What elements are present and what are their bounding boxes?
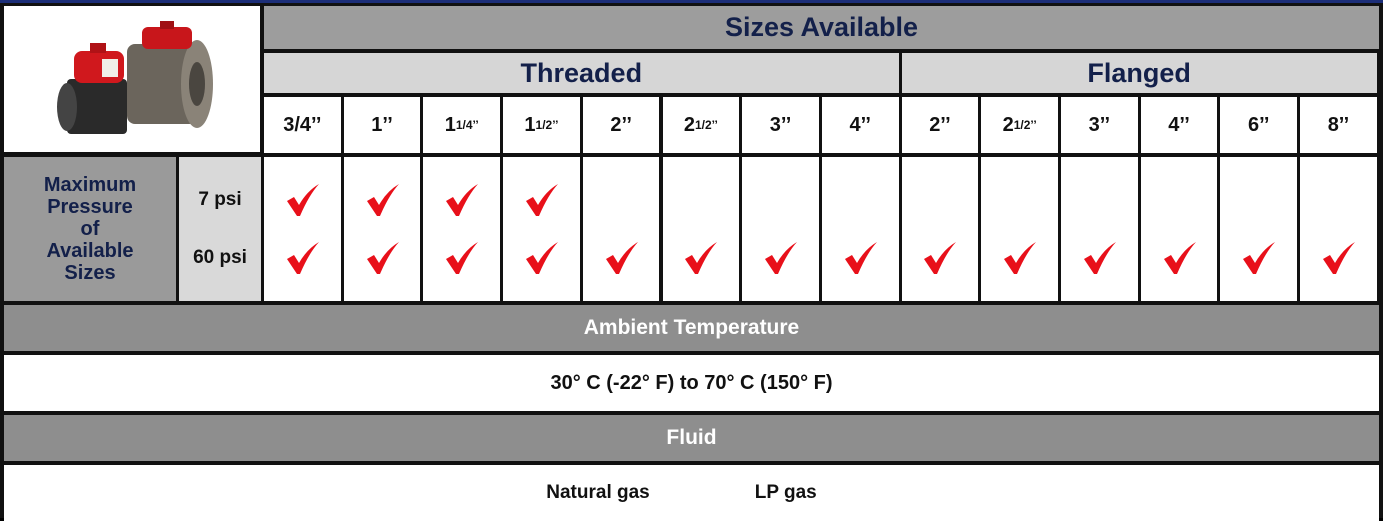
fluid-values: Natural gas LP gas [4, 465, 1379, 521]
size-base: 2 [684, 114, 695, 137]
size-base: 1’’ [371, 114, 393, 137]
check-cell [1300, 157, 1377, 301]
pressure-label-line: Maximum [44, 174, 136, 196]
check-mark [285, 241, 321, 275]
size-label: 8’’ [1300, 97, 1377, 153]
size-base: 2’’ [929, 114, 951, 137]
check-cell [742, 157, 819, 301]
size-label: 4’’ [1141, 97, 1218, 153]
size-label: 3’’ [1061, 97, 1138, 153]
fluid-header: Fluid [4, 415, 1379, 461]
size-label: 3’’ [742, 97, 819, 153]
pressure-label-line: of [81, 218, 100, 240]
group-header: Threaded [264, 53, 899, 93]
size-base: 3’’ [770, 114, 792, 137]
check-cell [344, 157, 421, 301]
size-fraction: 1/4’’ [456, 118, 479, 132]
check-cell [1141, 157, 1218, 301]
title-header: Sizes Available [264, 6, 1379, 49]
product-image [32, 9, 232, 149]
psi-label: 7 psi [179, 180, 261, 220]
check-cell [981, 157, 1058, 301]
check-mark [763, 241, 799, 275]
check-mark [1002, 241, 1038, 275]
size-base: 4’’ [849, 114, 871, 137]
size-base: 1 [445, 114, 456, 137]
check-mark [1162, 241, 1198, 275]
check-cell [663, 157, 740, 301]
check-mark [444, 183, 480, 217]
size-label: 4’’ [822, 97, 899, 153]
size-label: 2’’ [902, 97, 979, 153]
size-base: 2’’ [610, 114, 632, 137]
check-cell [583, 157, 660, 301]
size-base: 1 [524, 114, 535, 137]
check-mark [1321, 241, 1357, 275]
size-base: 4’’ [1168, 114, 1190, 137]
pressure-label-line: Pressure [47, 196, 133, 218]
size-label: 3/4’’ [264, 97, 341, 153]
size-fraction: 1/2’’ [536, 118, 559, 132]
check-mark [922, 241, 958, 275]
check-mark [683, 241, 719, 275]
check-mark [1082, 241, 1118, 275]
spec-table: Sizes AvailableThreadedFlanged3/4’’1’’11… [0, 0, 1383, 518]
size-label: 2’’ [583, 97, 660, 153]
size-fraction: 1/2’’ [1014, 118, 1037, 132]
size-fraction: 1/2’’ [695, 118, 718, 132]
check-mark [365, 241, 401, 275]
check-cell [503, 157, 580, 301]
size-base: 3/4’’ [283, 114, 321, 137]
pressure-label-line: Available [46, 240, 133, 262]
fluid-value: LP gas [755, 482, 817, 504]
check-cell [423, 157, 500, 301]
check-mark [843, 241, 879, 275]
size-base: 2 [1003, 114, 1014, 137]
fluid-value: Natural gas [546, 482, 649, 504]
check-mark [524, 183, 560, 217]
check-mark [285, 183, 321, 217]
check-mark [1241, 241, 1277, 275]
ambient-value: 30° C (-22° F) to 70° C (150° F) [4, 355, 1379, 411]
check-cell [1061, 157, 1138, 301]
check-cell [822, 157, 899, 301]
size-base: 6’’ [1248, 114, 1270, 137]
size-label: 1’’ [344, 97, 421, 153]
check-mark [524, 241, 560, 275]
size-base: 3’’ [1089, 114, 1111, 137]
check-mark [365, 183, 401, 217]
size-base: 8’’ [1328, 114, 1350, 137]
check-cell [902, 157, 979, 301]
check-mark [444, 241, 480, 275]
psi-label: 60 psi [179, 238, 261, 278]
psi-column [179, 157, 261, 301]
check-mark [604, 241, 640, 275]
pressure-label-line: Sizes [64, 262, 115, 284]
product-image-cell [4, 6, 260, 152]
check-cell [1220, 157, 1297, 301]
ambient-header: Ambient Temperature [4, 305, 1379, 351]
check-cell [264, 157, 341, 301]
size-label: 6’’ [1220, 97, 1297, 153]
group-header: Flanged [902, 53, 1377, 93]
